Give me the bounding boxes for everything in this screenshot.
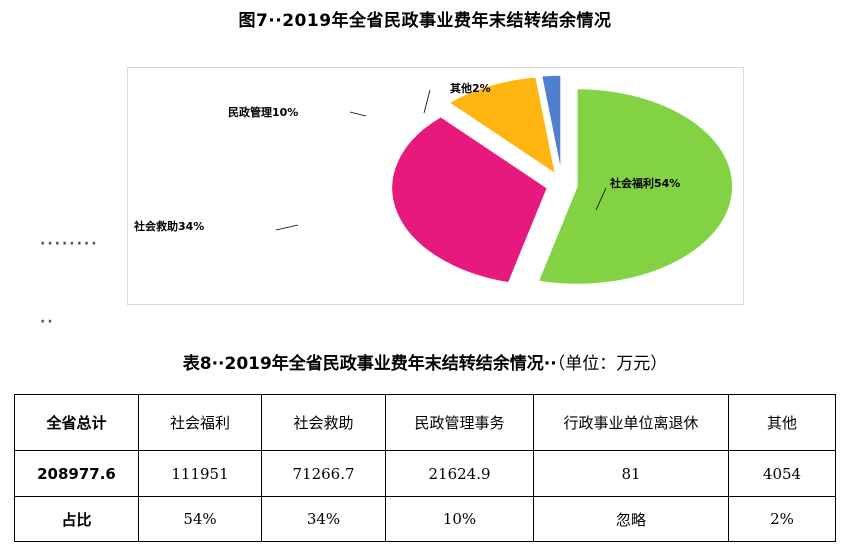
table-cell: 2% <box>728 496 836 542</box>
slice-label-4: 其他2% <box>450 81 491 95</box>
slice-label-2: 社会救助34% <box>133 219 204 233</box>
data-table: 全省总计 社会福利 社会救助 民政管理事务 行政事业单位离退休 其他 20897… <box>14 394 836 542</box>
pie-slice-3 <box>447 76 557 176</box>
pie-chart-area: 社会福利54% 社会救助34% 民政管理10% 其他2% <box>127 67 744 305</box>
pie-slice-2 <box>390 115 549 284</box>
table-row: 208977.6 111951 71266.7 21624.9 81 4054 <box>14 450 836 497</box>
table-cell: 行政事业单位离退休 <box>533 394 729 451</box>
table-cell: 34% <box>261 496 386 542</box>
table-cell: 社会福利 <box>138 394 262 451</box>
table-cell: 其他 <box>728 394 836 451</box>
table-cell: 全省总计 <box>14 394 139 451</box>
table-cell: 民政管理事务 <box>385 394 534 451</box>
table-cell: 21624.9 <box>385 450 534 497</box>
table-cell: 忽略 <box>533 496 729 542</box>
table-cell: 71266.7 <box>261 450 386 497</box>
table-cell: 社会救助 <box>261 394 386 451</box>
leader-line-2 <box>275 224 299 231</box>
decorative-dots: ·· <box>40 314 55 330</box>
slice-label-1: 社会福利54% <box>609 176 680 190</box>
table-cell: 208977.6 <box>14 450 139 497</box>
pie-slice-1 <box>537 87 734 286</box>
slice-label-3: 民政管理10% <box>228 105 298 119</box>
table-cell: 4054 <box>728 450 836 497</box>
figure-title: 图7··2019年全省民政事业费年末结转结余情况 <box>238 11 612 31</box>
decorative-dots: ········ <box>40 236 99 252</box>
table-cell: 81 <box>533 450 729 497</box>
table-row: 占比 54% 34% 10% 忽略 2% <box>14 496 836 542</box>
pie-chart: 社会福利54% 社会救助34% 民政管理10% 其他2% <box>133 74 734 286</box>
pie-slice-4 <box>540 74 562 174</box>
table-header-row: 全省总计 社会福利 社会救助 民政管理事务 行政事业单位离退休 其他 <box>14 394 836 451</box>
leader-line-4 <box>423 89 431 114</box>
table-cell: 54% <box>138 496 262 542</box>
table-cell: 占比 <box>14 496 139 542</box>
table-cell: 111951 <box>138 450 262 497</box>
leader-line-3 <box>349 111 367 117</box>
table-cell: 10% <box>385 496 534 542</box>
table-title-text: 表8··2019年全省民政事业费年末结转结余情况·· <box>182 354 557 374</box>
table-unit: （单位：万元） <box>556 354 668 374</box>
leader-line-1 <box>595 187 607 211</box>
table-title: 表8··2019年全省民政事业费年末结转结余情况··（单位：万元） <box>0 349 850 374</box>
